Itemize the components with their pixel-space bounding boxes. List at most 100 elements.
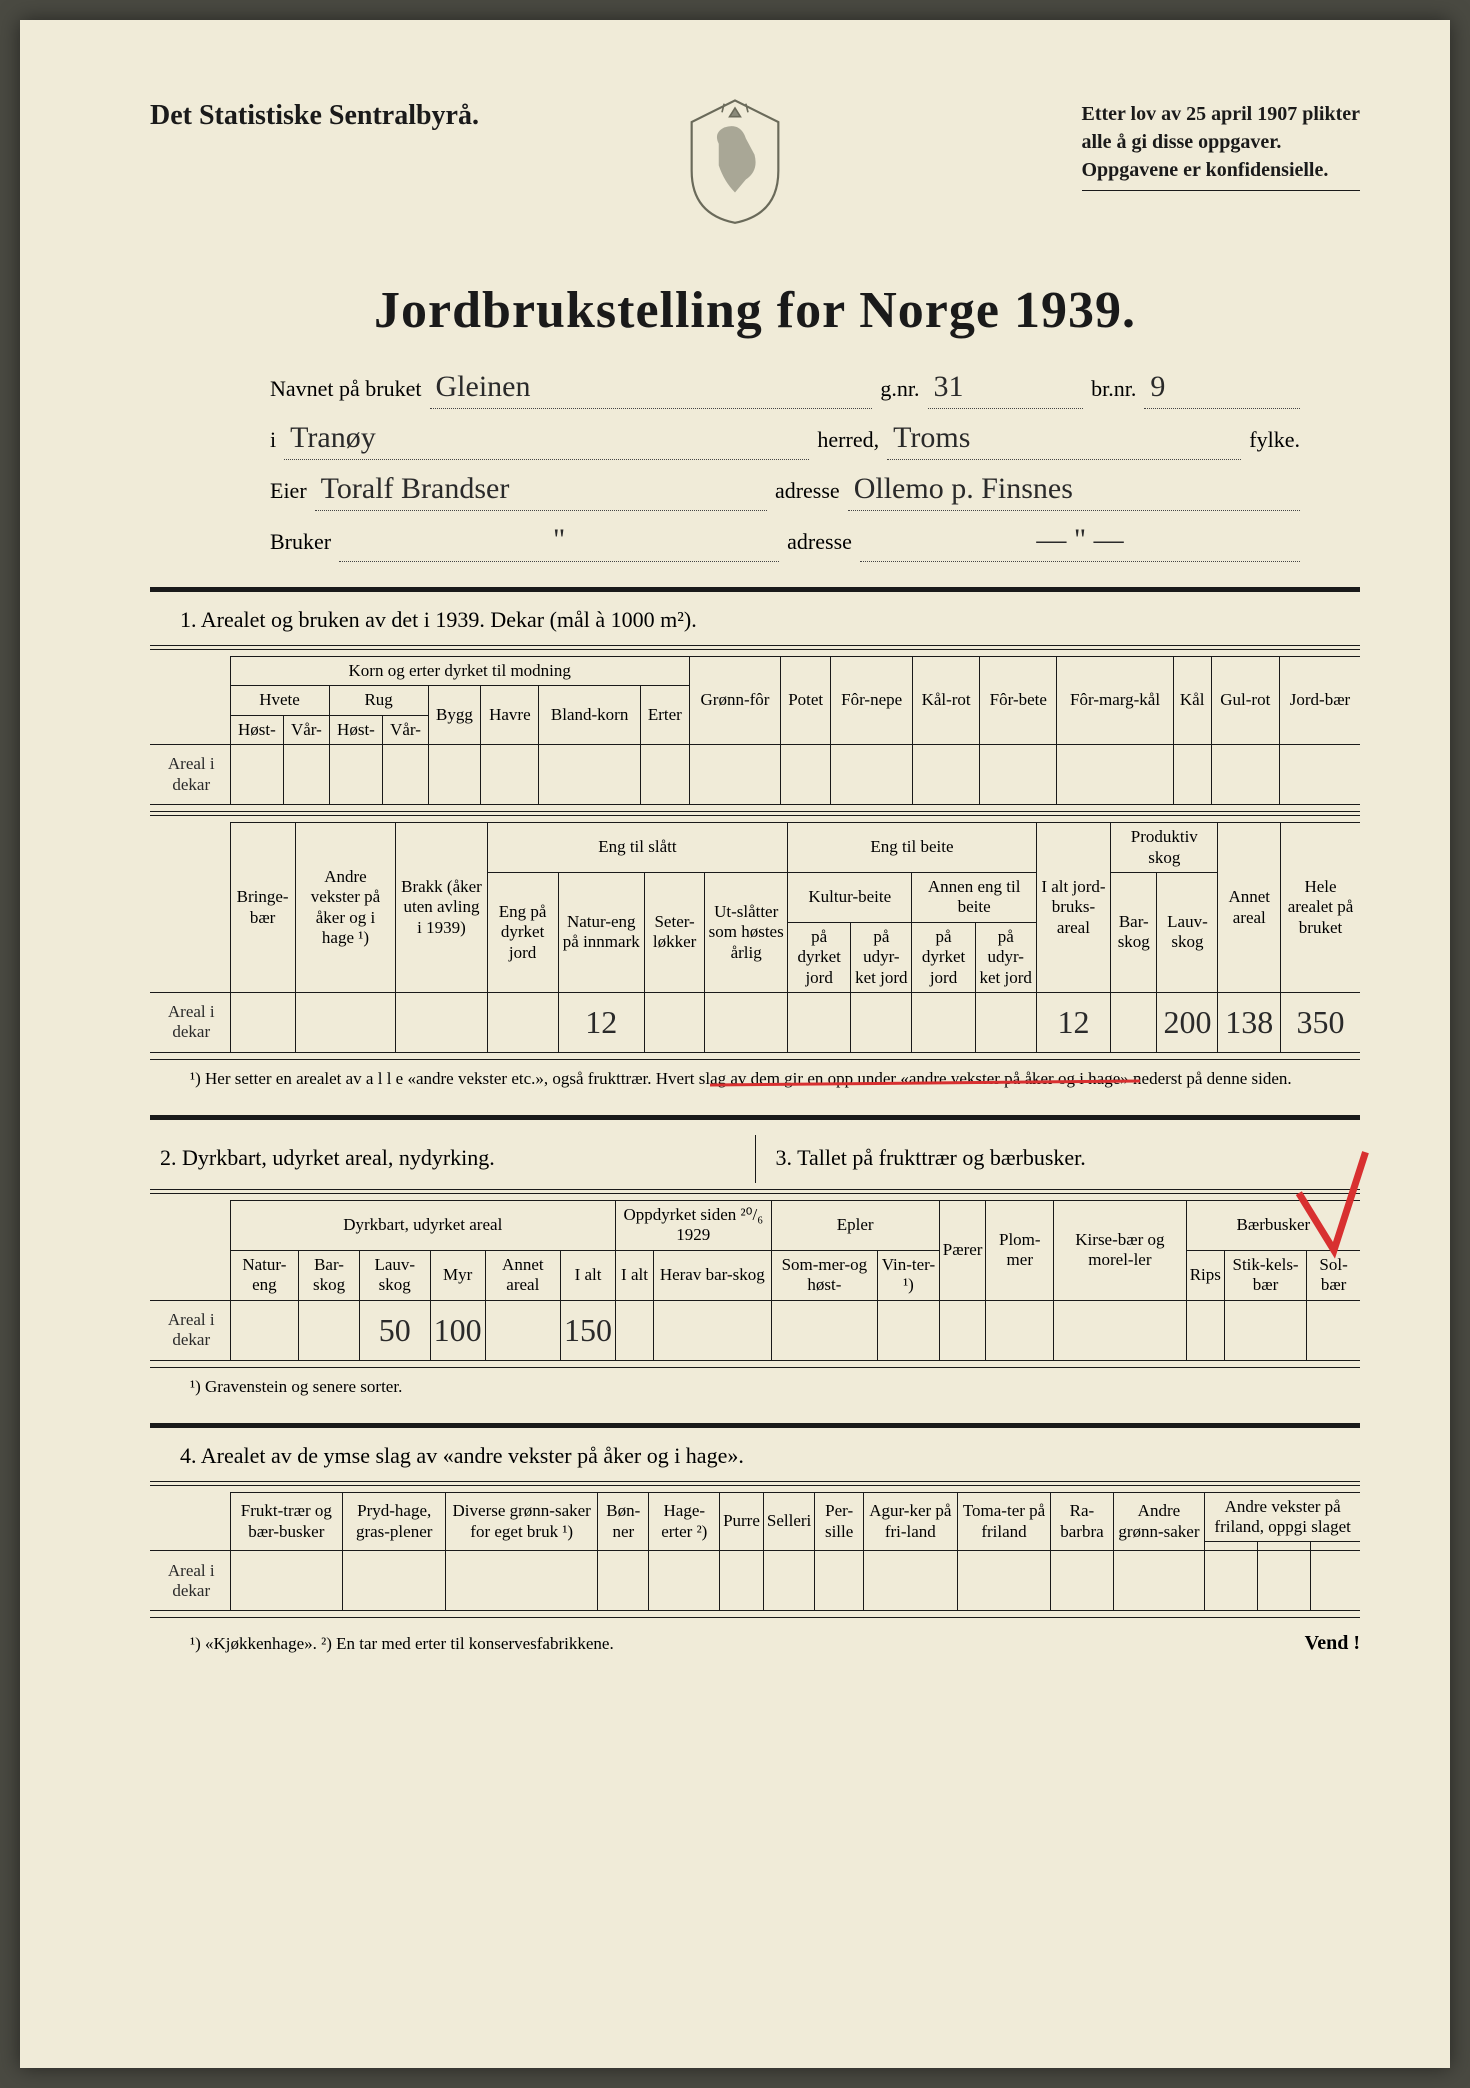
fylke-label: fylke. xyxy=(1249,427,1300,453)
s4-bonner: Bøn-ner xyxy=(598,1492,649,1551)
section1-title: 1. Arealet og bruken av det i 1939. Deka… xyxy=(180,607,1360,633)
kulturbeite: Kultur-beite xyxy=(788,872,912,922)
gulrot: Gul-rot xyxy=(1211,657,1279,745)
rug: Rug xyxy=(329,686,428,715)
row-label-1b: Areal i dekar xyxy=(150,992,230,1052)
bruker-adresse-value: — " — xyxy=(860,523,1300,562)
s4-purre: Purre xyxy=(720,1492,764,1551)
s4-diverse: Diverse grønn-saker for eget bruk ¹) xyxy=(446,1492,598,1551)
barskog: Bar-skog xyxy=(1111,872,1157,992)
section1-table-b: Bringe-bær Andre vekster på åker og i ha… xyxy=(150,822,1360,1053)
s4-selleri: Selleri xyxy=(763,1492,814,1551)
s4-tomater: Toma-ter på friland xyxy=(957,1492,1051,1551)
val-annet: 138 xyxy=(1218,992,1281,1052)
herred-value: Tranøy xyxy=(284,421,809,460)
red-checkmark xyxy=(1285,1136,1386,1273)
s4-frukt: Frukt-trær og bær-busker xyxy=(230,1492,343,1551)
s2-barskog: Bar-skog xyxy=(299,1250,360,1300)
section1-table-a: Korn og erter dyrket til modning Grønn-f… xyxy=(150,656,1360,805)
s4-hageerter: Hage-erter ²) xyxy=(649,1492,720,1551)
adresse-label-2: adresse xyxy=(787,529,852,555)
bureau-name: Det Statistiske Sentralbyrå. xyxy=(150,100,479,132)
navn-value: Gleinen xyxy=(430,370,873,409)
section4-footnote: ¹) «Kjøkkenhage». ²) En tar med erter ti… xyxy=(190,1633,614,1655)
s2-val-myr: 100 xyxy=(430,1300,485,1360)
s4-persille: Per-sille xyxy=(815,1492,864,1551)
s4-pryd: Pryd-hage, gras-plener xyxy=(343,1492,446,1551)
lauvskog: Lauv-skog xyxy=(1157,872,1218,992)
section3-title: 3. Tallet på frukttrær og bærbusker. xyxy=(776,1145,1361,1171)
row-label-4: Areal i dekar xyxy=(150,1551,230,1611)
eier-adresse-value: Ollemo p. Finsnes xyxy=(848,472,1300,511)
host2: Høst- xyxy=(329,715,383,744)
kb-udyrket: på udyr-ket jord xyxy=(851,922,912,992)
bygg: Bygg xyxy=(428,686,481,745)
law-line-3: Oppgavene er konfidensielle. xyxy=(1082,156,1361,184)
gnr-label: g.nr. xyxy=(880,376,919,402)
form-title: Jordbrukstelling for Norge 1939. xyxy=(150,281,1360,340)
erter: Erter xyxy=(640,686,689,745)
s2-ialt2: I alt xyxy=(616,1250,654,1300)
eng-beite: Eng til beite xyxy=(788,823,1037,873)
s3-rips: Rips xyxy=(1186,1250,1224,1300)
s4-rabarbra: Ra-barbra xyxy=(1051,1492,1113,1551)
s4-agurker: Agur-ker på fri-land xyxy=(863,1492,957,1551)
s4-andrefriland: Andre vekster på friland, oppgi slaget xyxy=(1205,1492,1360,1542)
red-underline xyxy=(710,1075,1140,1095)
bruker-label: Bruker xyxy=(270,529,331,555)
hvete: Hvete xyxy=(230,686,329,715)
s3-sommer: Som-mer-og høst- xyxy=(771,1250,878,1300)
s2-natureng: Natur-eng xyxy=(230,1250,299,1300)
korn-header: Korn og erter dyrket til modning xyxy=(230,657,689,686)
brnr-label: br.nr. xyxy=(1091,376,1136,402)
bringebaer: Bringe-bær xyxy=(230,823,295,993)
s2-myr: Myr xyxy=(430,1250,485,1300)
kirsebaer: Kirse-bær og morel-ler xyxy=(1054,1201,1187,1301)
fylke-value: Troms xyxy=(887,421,1241,460)
law-notice: Etter lov av 25 april 1907 plikter alle … xyxy=(1082,100,1361,191)
formargkal: Fôr-marg-kål xyxy=(1057,657,1173,745)
natureng-h: Natur-eng på innmark xyxy=(558,872,644,992)
section4-title: 4. Arealet av de ymse slag av «andre vek… xyxy=(180,1443,1360,1469)
vend-instruction: Vend ! xyxy=(1305,1632,1360,1655)
ae-udyrket: på udyr-ket jord xyxy=(975,922,1036,992)
kb-dyrket: på dyrket jord xyxy=(788,922,851,992)
gnr-value: 31 xyxy=(928,370,1084,409)
section4-table: Frukt-trær og bær-busker Pryd-hage, gras… xyxy=(150,1492,1360,1612)
paerer: Pærer xyxy=(939,1201,986,1301)
hele-areal: Hele arealet på bruket xyxy=(1281,823,1360,993)
s2-heravbar: Herav bar-skog xyxy=(653,1250,771,1300)
brakk: Brakk (åker uten avling i 1939) xyxy=(396,823,487,993)
s3-vinter: Vin-ter-¹) xyxy=(878,1250,940,1300)
potet: Potet xyxy=(781,657,831,745)
annet-areal: Annet areal xyxy=(1218,823,1281,993)
seter: Seter-løkker xyxy=(644,872,704,992)
annen-eng: Annen eng til beite xyxy=(912,872,1036,922)
var2: Vår- xyxy=(383,715,428,744)
law-line-1: Etter lov av 25 april 1907 plikter xyxy=(1082,100,1361,128)
gronnfor: Grønn-fôr xyxy=(689,657,780,745)
s2-val-ialt: 150 xyxy=(561,1300,616,1360)
utslatter: Ut-slåtter som høstes årlig xyxy=(705,872,788,992)
ae-dyrket: på dyrket jord xyxy=(912,922,975,992)
law-line-2: alle å gi disse oppgaver. xyxy=(1082,128,1361,156)
eier-label: Eier xyxy=(270,478,307,504)
oppdyrket: Oppdyrket siden ²⁰/₆ 1929 xyxy=(616,1201,772,1251)
header: Det Statistiske Sentralbyrå. Etter lov a… xyxy=(150,100,1360,191)
brnr-value: 9 xyxy=(1144,370,1300,409)
row-label-2: Areal i dekar xyxy=(150,1300,230,1360)
kalrot: Kål-rot xyxy=(912,657,979,745)
identity-fields: Navnet på bruket Gleinen g.nr. 31 br.nr.… xyxy=(270,370,1300,562)
section2-3-table: Dyrkbart, udyrket areal Oppdyrket siden … xyxy=(150,1200,1360,1361)
s2-lauvskog: Lauv-skog xyxy=(359,1250,430,1300)
jordbaer: Jord-bær xyxy=(1280,657,1360,745)
plommer: Plom-mer xyxy=(986,1201,1054,1301)
s2-ialt: I alt xyxy=(561,1250,616,1300)
herred-label: herred, xyxy=(817,427,879,453)
prod-skog: Produktiv skog xyxy=(1111,823,1218,873)
andre-vekster: Andre vekster på åker og i hage ¹) xyxy=(295,823,396,993)
divider xyxy=(150,587,1360,592)
bruker-value: " xyxy=(339,523,779,562)
section2-title: 2. Dyrkbart, udyrket areal, nydyrking. xyxy=(160,1145,745,1171)
s4-andregronn: Andre grønn-saker xyxy=(1113,1492,1205,1551)
